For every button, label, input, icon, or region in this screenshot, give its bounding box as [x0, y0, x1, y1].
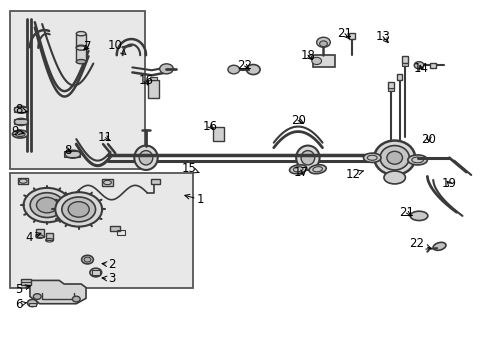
Ellipse shape [159, 64, 173, 74]
Text: 11: 11 [98, 131, 113, 144]
Ellipse shape [289, 165, 306, 174]
Ellipse shape [134, 145, 158, 170]
Text: 21: 21 [337, 27, 352, 40]
Bar [10, 12, 144, 169]
Ellipse shape [373, 140, 414, 175]
Ellipse shape [386, 151, 402, 164]
Text: 7: 7 [83, 40, 91, 53]
Text: 20: 20 [421, 132, 435, 145]
Text: 4: 4 [25, 231, 41, 244]
Text: 20: 20 [290, 114, 305, 127]
Circle shape [30, 193, 64, 217]
Ellipse shape [227, 65, 239, 74]
Bar [396, 74, 402, 80]
Text: 10: 10 [108, 39, 125, 55]
Bar [402, 56, 407, 63]
Text: 16: 16 [203, 120, 218, 133]
Ellipse shape [407, 155, 427, 165]
Bar [402, 63, 407, 66]
Text: 1: 1 [184, 193, 204, 206]
Bar [387, 88, 393, 91]
Text: 17: 17 [293, 166, 308, 179]
Ellipse shape [311, 57, 321, 64]
Ellipse shape [379, 145, 408, 170]
Text: 8: 8 [64, 144, 72, 157]
Circle shape [23, 188, 70, 222]
Bar [29, 303, 36, 306]
Ellipse shape [246, 64, 260, 75]
Bar [45, 233, 53, 240]
Bar [64, 151, 80, 157]
Ellipse shape [319, 41, 327, 46]
Ellipse shape [316, 37, 330, 47]
Text: 22: 22 [409, 237, 430, 250]
Text: 14: 14 [413, 62, 427, 75]
Text: 22: 22 [237, 59, 251, 72]
Bar [151, 179, 159, 184]
Ellipse shape [12, 130, 28, 138]
Ellipse shape [65, 150, 81, 158]
Circle shape [55, 192, 102, 226]
Text: 18: 18 [300, 49, 315, 62]
Ellipse shape [14, 118, 28, 126]
Bar [10, 173, 193, 288]
Bar [348, 33, 354, 39]
Text: 16: 16 [138, 74, 153, 87]
Bar [76, 48, 86, 62]
Bar [18, 178, 28, 184]
Circle shape [27, 300, 37, 307]
Circle shape [37, 197, 58, 213]
Circle shape [81, 255, 93, 264]
Text: 13: 13 [375, 30, 389, 43]
Ellipse shape [76, 32, 86, 36]
Bar [14, 120, 28, 125]
Bar [213, 127, 224, 140]
Bar [387, 82, 393, 89]
Text: 19: 19 [441, 177, 456, 190]
Ellipse shape [76, 59, 86, 64]
Ellipse shape [76, 46, 86, 50]
Text: 8: 8 [16, 103, 27, 116]
Text: 6: 6 [16, 298, 26, 311]
Ellipse shape [409, 211, 427, 221]
Bar [36, 229, 43, 237]
Ellipse shape [383, 171, 405, 184]
Bar [117, 230, 124, 234]
Text: 15: 15 [181, 162, 199, 175]
Bar [21, 279, 31, 285]
Bar [14, 107, 28, 112]
Text: 21: 21 [398, 207, 413, 220]
Ellipse shape [15, 132, 25, 136]
Bar [92, 270, 100, 275]
Circle shape [72, 296, 80, 302]
Bar [312, 55, 334, 67]
Bar [110, 226, 120, 231]
Circle shape [68, 202, 89, 217]
Text: 3: 3 [102, 273, 115, 285]
Circle shape [90, 268, 102, 277]
Polygon shape [30, 280, 86, 304]
Circle shape [33, 294, 41, 300]
Ellipse shape [14, 106, 28, 113]
Ellipse shape [76, 45, 86, 49]
Text: 2: 2 [102, 258, 115, 271]
Circle shape [84, 257, 91, 262]
Bar [76, 34, 86, 47]
Ellipse shape [363, 153, 380, 162]
Ellipse shape [432, 242, 445, 250]
Text: 9: 9 [12, 125, 24, 138]
Bar [148, 80, 158, 98]
Ellipse shape [139, 150, 153, 165]
Ellipse shape [308, 165, 325, 174]
Text: 5: 5 [16, 283, 30, 296]
Bar [102, 179, 113, 186]
Ellipse shape [413, 62, 423, 69]
Bar [429, 63, 435, 68]
Ellipse shape [296, 145, 319, 170]
Circle shape [62, 197, 95, 222]
Text: 12: 12 [345, 168, 363, 181]
Ellipse shape [301, 150, 314, 165]
Bar [150, 77, 157, 80]
